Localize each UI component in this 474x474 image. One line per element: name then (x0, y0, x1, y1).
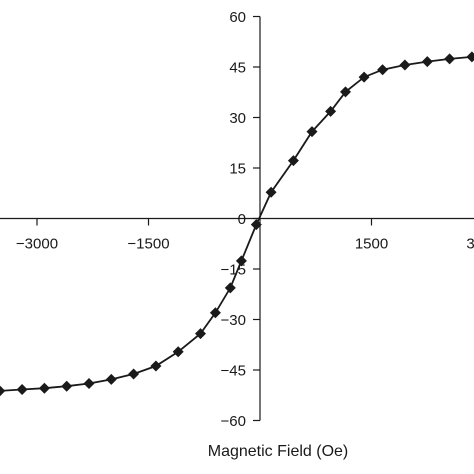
series-layer (0, 51, 474, 397)
y-tick-label: −30 (221, 312, 246, 329)
data-point-diamond (377, 64, 389, 76)
y-tick-label: 60 (229, 9, 246, 26)
data-point-diamond (0, 385, 6, 397)
data-point-diamond (250, 219, 262, 231)
data-point-diamond (466, 51, 474, 63)
data-point-diamond (444, 53, 456, 65)
data-point-diamond (16, 384, 28, 395)
data-point-diamond (340, 86, 351, 98)
x-axis-label: Magnetic Field (Oe) (208, 443, 349, 460)
data-point-diamond (172, 346, 184, 358)
x-tick-label: −3000 (16, 236, 58, 253)
data-point-diamond (195, 328, 206, 340)
data-point-diamond (38, 382, 50, 394)
data-point-diamond (224, 282, 236, 294)
data-point-diamond (306, 126, 318, 138)
data-point-diamond (358, 71, 370, 83)
data-point-diamond (399, 59, 411, 71)
y-tick-label: 30 (229, 110, 246, 127)
data-point-diamond (325, 105, 337, 117)
data-point-diamond (61, 380, 73, 392)
data-point-diamond (421, 56, 433, 68)
data-point-diamond (265, 186, 277, 198)
x-ticks: −6000−4500−3000−1500150030004500 (16, 218, 474, 253)
y-tick-label: −60 (221, 413, 246, 430)
data-point-diamond (105, 373, 117, 385)
x-tick-label: 3000 (466, 236, 474, 253)
y-tick-label: −45 (221, 363, 246, 380)
x-tick-label: 1500 (355, 236, 388, 253)
data-point-diamond (235, 255, 247, 267)
data-point-diamond (83, 378, 95, 389)
x-tick-label: −1500 (127, 236, 169, 253)
y-tick-label: 45 (229, 60, 246, 77)
y-tick-label: 0 (238, 211, 246, 228)
data-point-diamond (287, 155, 299, 167)
data-point-diamond (128, 368, 140, 380)
data-point-diamond (209, 307, 221, 319)
y-tick-label: 15 (229, 161, 246, 178)
data-point-diamond (150, 360, 162, 372)
